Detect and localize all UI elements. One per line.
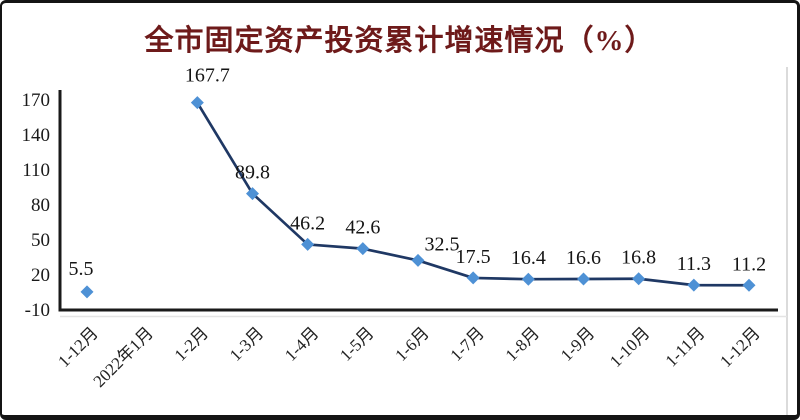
data-label: 5.5 bbox=[69, 258, 94, 280]
data-label: 16.8 bbox=[621, 247, 656, 269]
x-category-label: 1-7月 bbox=[447, 323, 488, 364]
x-category-label: 1-8月 bbox=[502, 323, 543, 364]
data-point-marker bbox=[356, 242, 370, 256]
y-tick-label: 80 bbox=[31, 195, 50, 216]
y-tick-label: 50 bbox=[31, 230, 50, 251]
data-point-marker bbox=[687, 278, 701, 292]
x-category-label: 1-5月 bbox=[336, 323, 377, 364]
chart-title: 全市固定资产投资累计增速情况（%） bbox=[144, 25, 655, 57]
x-category-label: 1-9月 bbox=[557, 323, 598, 364]
x-category-label: 1-2月 bbox=[171, 323, 212, 364]
x-category-label: 1-6月 bbox=[391, 323, 432, 364]
y-tick-label: 110 bbox=[22, 160, 50, 181]
data-point-marker bbox=[632, 272, 646, 286]
x-category-label: 1-11月 bbox=[662, 323, 709, 370]
data-point-marker bbox=[80, 285, 94, 299]
y-tick-label: 20 bbox=[31, 265, 50, 286]
data-label: 46.2 bbox=[290, 212, 325, 234]
data-label: 167.7 bbox=[185, 65, 230, 87]
y-tick-label: 140 bbox=[22, 125, 51, 146]
data-label: 17.5 bbox=[456, 246, 491, 268]
x-category-label: 1-4月 bbox=[281, 323, 322, 364]
data-label: 11.2 bbox=[732, 253, 766, 275]
x-category-label: 2022年1月 bbox=[89, 323, 157, 391]
data-label: 89.8 bbox=[235, 162, 270, 184]
data-point-marker bbox=[577, 272, 590, 286]
axis-line bbox=[58, 90, 778, 312]
x-category-label: 1-12月 bbox=[54, 323, 101, 370]
data-label: 11.3 bbox=[677, 253, 711, 275]
data-label: 32.5 bbox=[425, 233, 460, 255]
data-point-marker bbox=[742, 278, 756, 292]
data-point-marker bbox=[301, 237, 315, 251]
x-category-label: 1-3月 bbox=[226, 323, 267, 364]
data-point-marker bbox=[246, 187, 259, 201]
y-tick-label: -10 bbox=[25, 300, 50, 321]
y-tick-label: 170 bbox=[22, 90, 51, 111]
data-point-marker bbox=[521, 272, 535, 286]
x-category-label: 1-10月 bbox=[606, 323, 653, 370]
data-point-marker bbox=[411, 253, 425, 267]
data-label: 42.6 bbox=[345, 217, 380, 239]
data-point-marker bbox=[190, 96, 204, 110]
data-label: 16.4 bbox=[511, 247, 546, 269]
x-category-label: 1-12月 bbox=[716, 323, 763, 370]
data-point-marker bbox=[466, 271, 480, 285]
data-label: 16.6 bbox=[566, 247, 601, 269]
